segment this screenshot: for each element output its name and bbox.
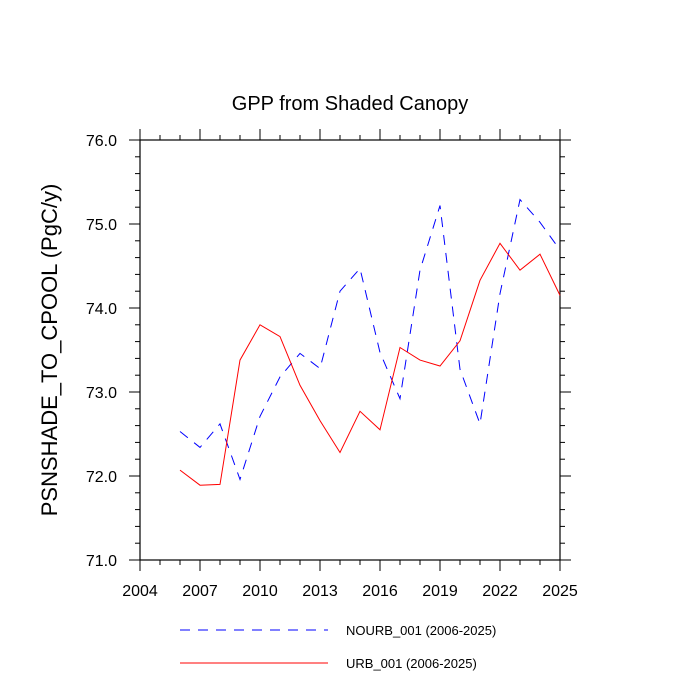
legend-label-0: NOURB_001 (2006-2025)	[346, 623, 496, 638]
x-tick-label: 2004	[122, 583, 158, 600]
x-tick-label: 2007	[182, 583, 218, 600]
x-tick-label: 2013	[302, 583, 338, 600]
x-tick-label: 2019	[422, 583, 458, 600]
y-tick-label: 75.0	[86, 217, 117, 234]
y-tick-label: 72.0	[86, 469, 117, 486]
y-tick-label: 74.0	[86, 301, 117, 318]
x-tick-label: 2022	[482, 583, 518, 600]
axis-ticks: 2004 2007 2010 2013 2016 2019 2022 2025 71.0 72.0…	[86, 129, 578, 600]
y-axis-label: PSNSHADE_TO_CPOOL (PgC/y)	[37, 184, 62, 517]
y-tick-label: 73.0	[86, 385, 117, 402]
series-line-1	[179, 242, 561, 486]
y-tick-label: 71.0	[86, 553, 117, 570]
series-line-0	[179, 198, 561, 481]
legend: NOURB_001 (2006-2025) URB_001 (2006-2025)	[180, 623, 496, 671]
x-tick-label: 2025	[542, 583, 578, 600]
plot-frame	[139, 139, 561, 561]
x-tick-label: 2016	[362, 583, 398, 600]
series-group	[179, 198, 561, 486]
chart-title: GPP from Shaded Canopy	[232, 93, 468, 115]
legend-label-1: URB_001 (2006-2025)	[346, 656, 477, 671]
y-tick-label: 76.0	[86, 133, 117, 150]
x-tick-label: 2010	[242, 583, 278, 600]
